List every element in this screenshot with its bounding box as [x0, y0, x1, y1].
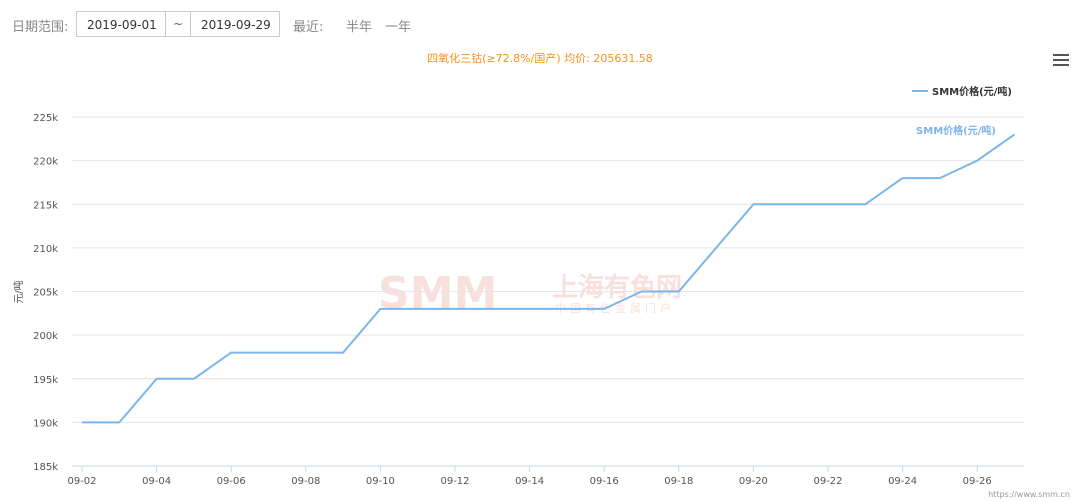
one-year-button[interactable]: 一年 — [385, 20, 412, 35]
x-tick-label: 09-10 — [366, 476, 395, 487]
grid-lines — [72, 116, 1024, 467]
date-range-label: 日期范围: — [12, 20, 69, 35]
x-tick-label: 09-04 — [142, 476, 171, 487]
x-tick-label: 09-20 — [739, 476, 768, 487]
x-tick-label: 09-06 — [217, 476, 246, 487]
x-tick-label: 09-02 — [67, 476, 96, 487]
smm-watermark: SMM 上海有色网 中国有色金属门户 — [378, 268, 682, 319]
y-axis-title: 元/吨 — [12, 280, 25, 303]
y-tick-label: 210k — [33, 244, 58, 255]
x-tick-label: 09-18 — [664, 476, 693, 487]
start-date-input[interactable]: 2019-09-01 — [76, 11, 166, 37]
y-axis: 185k 190k 195k 200k 205k 210k 215k 220k 225k — [33, 113, 58, 473]
legend-item-label[interactable]: SMM价格(元/吨) — [932, 85, 1012, 98]
y-tick-label: 215k — [33, 200, 58, 211]
x-tick-label: 09-22 — [813, 476, 842, 487]
recent-label: 最近: — [293, 20, 324, 35]
credit-link[interactable]: https://www.smm.cn — [988, 490, 1070, 499]
end-date-input[interactable]: 2019-09-29 — [190, 11, 280, 37]
y-tick-label: 200k — [33, 331, 58, 342]
x-tick-label: 09-24 — [888, 476, 917, 487]
y-tick-label: 190k — [33, 418, 58, 429]
x-axis: 09-02 09-04 09-06 09-08 09-10 09-12 09-14 09-16… — [67, 466, 992, 487]
y-tick-label: 185k — [33, 462, 58, 473]
watermark-brand: SMM — [378, 268, 497, 319]
y-tick-label: 220k — [33, 157, 58, 168]
watermark-sub: 中国有色金属门户 — [555, 301, 675, 315]
y-tick-label: 205k — [33, 288, 58, 299]
watermark-cn-name: 上海有色网 — [552, 272, 682, 303]
x-tick-label: 09-12 — [440, 476, 469, 487]
series-layer — [82, 133, 1016, 424]
x-tick-label: 09-08 — [291, 476, 320, 487]
y-tick-label: 195k — [33, 375, 58, 386]
date-separator: ~ — [165, 11, 191, 37]
date-range-toolbar: 日期范围: 2019-09-01 ~ 2019-09-29 最近: 半年 一年 — [0, 0, 1080, 50]
series-line[interactable] — [82, 133, 1016, 424]
half-year-button[interactable]: 半年 — [346, 20, 373, 35]
legend[interactable]: SMM价格(元/吨) — [912, 85, 1012, 98]
series-end-label: SMM价格(元/吨) — [916, 124, 996, 137]
x-tick-label: 09-14 — [515, 476, 544, 487]
y-tick-label: 225k — [33, 113, 58, 124]
x-tick-label: 09-16 — [590, 476, 619, 487]
hamburger-menu-icon[interactable] — [1053, 54, 1069, 68]
x-tick-label: 09-26 — [963, 476, 992, 487]
chart-title: 四氧化三钴(≥72.8%/国产) 均价: 205631.58 — [427, 52, 653, 65]
